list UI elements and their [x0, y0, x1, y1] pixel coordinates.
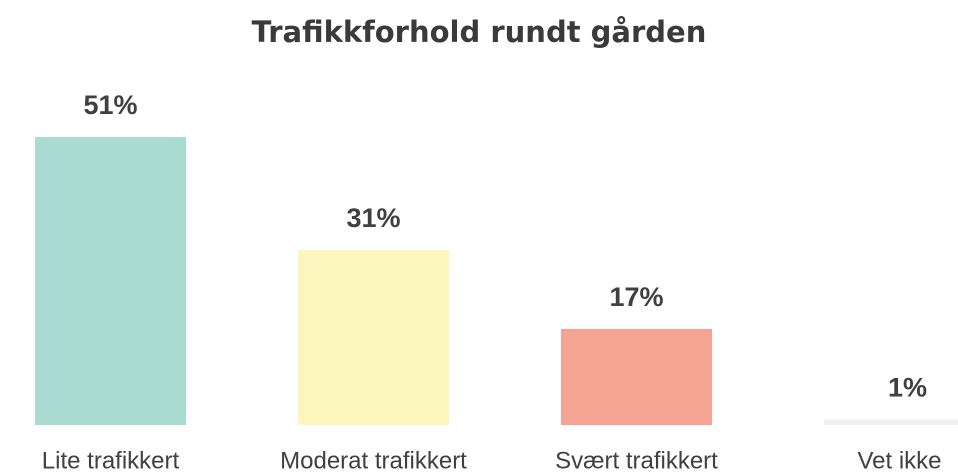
value-label: 1%	[888, 372, 927, 402]
bar	[298, 249, 449, 425]
value-label: 31%	[346, 203, 400, 233]
bar	[824, 419, 958, 425]
x-tick-label: Moderat trafikkert	[280, 447, 467, 474]
x-tick-label: Svært trafikkert	[555, 447, 718, 474]
value-label: 17%	[609, 282, 663, 312]
chart-title: Trafikkforhold rundt gården	[252, 15, 707, 49]
bar	[561, 329, 712, 425]
x-tick-label: Lite trafikkert	[42, 447, 180, 474]
x-tick-label: Vet ikke	[857, 447, 941, 474]
value-label: 51%	[83, 90, 137, 120]
bar	[35, 137, 186, 425]
